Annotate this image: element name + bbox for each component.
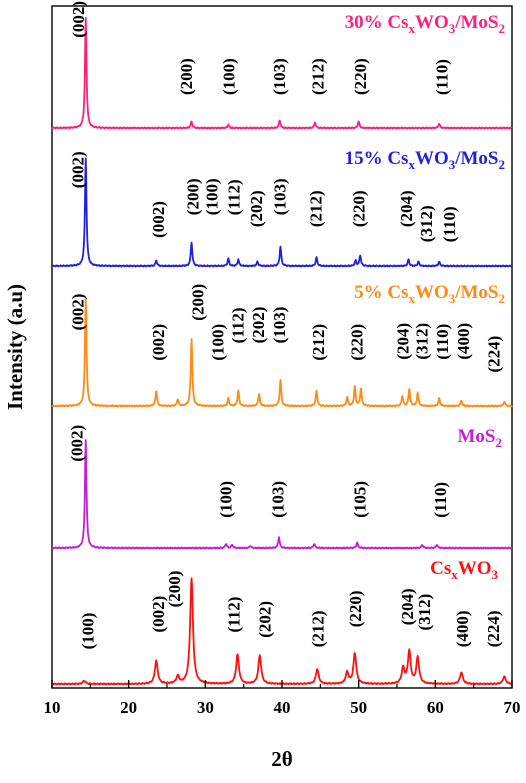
series-title-part: 2 — [499, 157, 506, 172]
peak-label: (400) — [453, 610, 472, 647]
series-title: CsxWO3 — [430, 558, 498, 582]
peak-label: (224) — [485, 336, 504, 373]
series-title-part: WO — [415, 148, 449, 169]
peak-label: (103) — [270, 58, 289, 95]
series-title-part: MoS — [458, 426, 496, 447]
series-title-part: WO — [415, 12, 449, 33]
peak-label: (100) — [203, 178, 222, 215]
series-title-part: 2 — [499, 291, 506, 306]
peak-label: (112) — [225, 597, 244, 633]
x-ticks: 10 20 30 40 50 60 70 — [44, 680, 521, 717]
peak-label: (110) — [440, 206, 459, 242]
series-title-part: 3 — [449, 157, 456, 172]
peak-label: (400) — [454, 323, 473, 360]
peak-label: (100) — [209, 324, 228, 361]
x-tick-label: 20 — [120, 698, 137, 717]
peak-label: (100) — [78, 613, 97, 650]
peak-label: (200) — [165, 571, 184, 608]
peak-label: (002) — [149, 201, 168, 238]
peak-label: (212) — [308, 58, 327, 95]
peak-label: (002) — [149, 324, 168, 361]
series-title-part: x — [408, 157, 415, 172]
series-title-part: 30% Cs — [345, 12, 409, 33]
peak-label: (002) — [68, 425, 87, 462]
peak-label: (112) — [229, 308, 248, 344]
series-title-part: 3 — [449, 21, 456, 36]
series-title-part: x — [408, 291, 415, 306]
series-trace — [51, 157, 513, 268]
peak-label: (200) — [177, 58, 196, 95]
peak-labels: (002)(200) (100) (103) (212) (220) (110)(002)… — [68, 1, 504, 649]
series-title: 15% CsxWO3/MoS2 — [345, 148, 505, 172]
series-title: MoS2 — [458, 426, 503, 450]
x-tick-label: 40 — [274, 698, 291, 717]
peak-label: (100) — [216, 481, 235, 518]
peak-label: (112) — [225, 179, 244, 215]
peak-label: (103) — [270, 307, 289, 344]
peak-label: (202) — [249, 307, 268, 344]
peak-label: (110) — [431, 482, 450, 518]
peak-label: (002) — [68, 294, 87, 331]
peak-label: (200) — [189, 284, 208, 321]
series-title-part: /MoS — [454, 12, 498, 33]
peak-label: (312) — [417, 205, 436, 242]
peak-label: (212) — [309, 324, 328, 361]
peak-label: (103) — [268, 481, 287, 518]
series-title-part: /MoS — [454, 282, 498, 303]
peak-label: (220) — [346, 590, 365, 627]
peak-label: (202) — [255, 601, 274, 638]
y-axis-title: Intensity (a.u) — [3, 284, 27, 410]
peak-label: (105) — [350, 481, 369, 518]
peak-label: (220) — [347, 324, 366, 361]
peak-label: (220) — [351, 58, 370, 95]
peak-label: (202) — [247, 190, 266, 227]
series-title-part: 3 — [492, 567, 499, 582]
peak-label: (212) — [307, 190, 326, 227]
series-title-part: Cs — [430, 558, 451, 579]
series-title-part: 5% Cs — [354, 282, 408, 303]
peak-label: (002) — [69, 1, 88, 38]
peak-label: (312) — [413, 323, 432, 360]
series-trace — [51, 297, 513, 408]
peak-label: (224) — [484, 610, 503, 647]
peak-label: (103) — [271, 178, 290, 215]
x-tick-label: 60 — [427, 698, 444, 717]
series-title: 30% CsxWO3/MoS2 — [345, 12, 505, 36]
peak-label: (002) — [149, 596, 168, 633]
series-title-part: x — [451, 567, 458, 582]
x-tick-label: 30 — [197, 698, 214, 717]
series-title-part: /MoS — [454, 148, 498, 169]
peak-label: (220) — [350, 190, 369, 227]
x-tick-label: 50 — [350, 698, 367, 717]
peak-label: (204) — [397, 190, 416, 227]
peak-label: (204) — [393, 323, 412, 360]
peak-label: (110) — [433, 324, 452, 360]
peak-label: (212) — [308, 610, 327, 647]
series-trace — [51, 577, 513, 686]
peak-label: (312) — [415, 594, 434, 631]
series-title-part: 15% Cs — [345, 148, 409, 169]
series-trace — [51, 439, 513, 550]
peak-label: (002) — [68, 151, 87, 188]
peak-label: (100) — [219, 58, 238, 95]
series-title-part: 2 — [496, 435, 503, 450]
peak-label: (204) — [398, 588, 417, 625]
series-title-part: WO — [415, 282, 449, 303]
series-title-part: x — [408, 21, 415, 36]
series-trace — [51, 16, 513, 130]
x-tick-label: 70 — [504, 698, 521, 717]
x-axis-title: 2θ — [271, 747, 293, 771]
series-title-part: WO — [458, 558, 492, 579]
peak-label: (200) — [183, 178, 202, 215]
series-title-part: 2 — [499, 21, 506, 36]
series-title-part: 3 — [449, 291, 456, 306]
x-tick-label: 10 — [44, 698, 61, 717]
series-title: 5% CsxWO3/MoS2 — [354, 282, 505, 306]
peak-label: (110) — [433, 59, 452, 95]
